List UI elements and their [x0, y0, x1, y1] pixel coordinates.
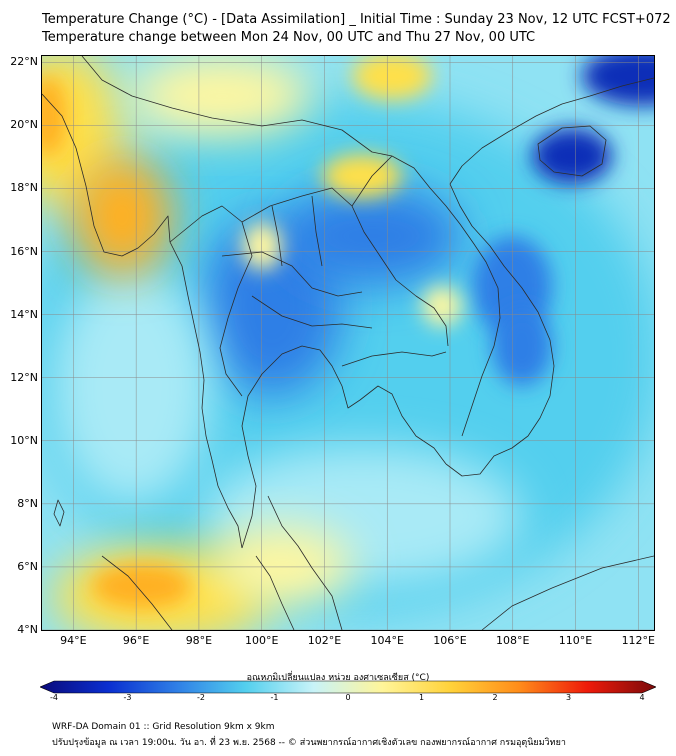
lon-label: 96°E [122, 634, 150, 647]
lat-label: 20°N [10, 118, 38, 132]
field-patch-orange [42, 76, 66, 156]
border-provinces-b [251, 295, 373, 329]
lon-label: 106°E [433, 634, 467, 647]
colorbar-tick-label: -2 [197, 693, 205, 702]
colorbar-title: อุณหภูมิเปลี่ยนแปลง หน่วย องศาเซลเซียส (… [246, 673, 430, 683]
field-patch-pale-cyan [52, 266, 212, 506]
coastline-borneo [481, 555, 654, 630]
coastline-malaysia [255, 555, 295, 630]
lat-label: 10°N [10, 433, 38, 447]
lon-label: 104°E [370, 634, 404, 647]
coastlines-borders [42, 56, 654, 630]
coastline-cambodia [445, 183, 555, 477]
lon-label: 100°E [244, 634, 279, 647]
map-subtitle: Temperature change between Mon 24 Nov, 0… [42, 30, 536, 45]
lat-label: 12°N [10, 370, 38, 384]
lon-label: 98°E [185, 634, 213, 647]
colorbar-tick-label: -1 [270, 693, 279, 702]
lat-label: 18°N [10, 181, 38, 195]
border-china [81, 56, 393, 157]
lon-label: 112°E [621, 634, 656, 647]
field-patch-blue [492, 306, 552, 386]
field-patch-orange [72, 156, 172, 276]
field-patch-orange [92, 564, 192, 608]
coastline-myanmar [42, 93, 243, 549]
coastline-east-malay [267, 495, 343, 630]
border-provinces-c [271, 195, 323, 267]
field-patch-dark-blue [532, 128, 612, 184]
coastline-hainan [537, 125, 607, 177]
field-patch-blue [282, 186, 462, 286]
coastline-andaman [53, 499, 65, 527]
lon-label: 94°E [60, 634, 87, 647]
colorbar [40, 680, 656, 694]
field-patch-dark-blue [582, 56, 654, 106]
field-patch-pale-yellow [242, 222, 282, 270]
border-provinces-a [221, 251, 363, 297]
coastline-sumatra [101, 555, 173, 630]
colorbar-tick-label: 1 [418, 693, 425, 702]
model-info: WRF-DA Domain 01 :: Grid Resolution 9km … [52, 722, 275, 732]
lat-label: 16°N [10, 244, 38, 258]
border-thailand-cambodia [341, 351, 447, 367]
colorbar-tick-label: 2 [492, 693, 498, 702]
border-thailand-laos [241, 187, 449, 347]
colorbar-tick-label: 0 [345, 693, 351, 702]
lat-label: 14°N [10, 307, 38, 321]
border-myanmar-thailand [169, 205, 253, 397]
coastline-thailand [241, 345, 447, 549]
lon-label: 108°E [496, 634, 530, 647]
lon-label: 110°E [558, 634, 593, 647]
map-title: Temperature Change (°C) - [Data Assimila… [42, 12, 671, 27]
field-patch-yellow [322, 154, 402, 198]
lat-label: 4°N [17, 623, 38, 636]
field-patch-pale-yellow [212, 526, 352, 606]
coastline-vietnam-north [449, 77, 654, 185]
update-credit: ปรับปรุงข้อมูล ณ เวลา 19:00น. วัน อา. ที… [52, 738, 566, 748]
colorbar-tick-label: 4 [639, 693, 645, 702]
lat-label: 22°N [10, 55, 38, 69]
graticule [42, 56, 654, 630]
field-patch-yellow [352, 56, 432, 100]
lon-label: 102°E [307, 634, 342, 647]
colorbar-tick-label: -3 [123, 693, 132, 702]
colorbar-tick-label: 3 [565, 693, 572, 702]
colorbar-tick-label: -4 [50, 693, 58, 702]
field-patch-pale-yellow [132, 56, 312, 136]
lat-label: 8°N [17, 496, 38, 510]
temperature-change-map [41, 55, 655, 631]
border-laos-vietnam [351, 155, 501, 437]
lat-label: 6°N [17, 559, 38, 573]
colorbar-bar [40, 680, 656, 694]
field-patch-pale-yellow [422, 286, 462, 326]
